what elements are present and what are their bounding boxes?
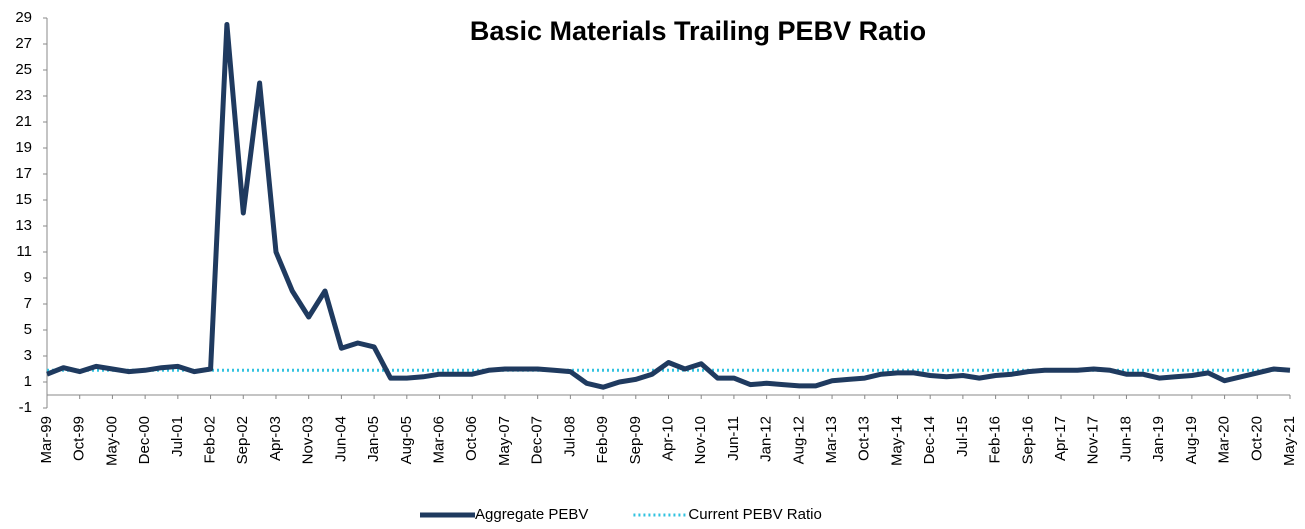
line-series (46, 22, 1291, 390)
x-tick-label: Sep-16 (1019, 416, 1036, 464)
x-tick-label: Oct-13 (856, 416, 873, 461)
y-tick-label: 15 (15, 191, 32, 208)
y-tick-label: 19 (15, 139, 32, 156)
y-tick-label: 7 (24, 295, 32, 312)
y-tick-label: 25 (15, 61, 32, 78)
x-tick-label: Dec-07 (529, 416, 546, 464)
y-tick-label: 23 (15, 87, 32, 104)
y-tick-label: 11 (16, 243, 32, 260)
x-tick-label: Apr-10 (659, 416, 676, 461)
legend-label: Aggregate PEBV (475, 506, 588, 523)
x-tick-label: Dec-00 (136, 416, 153, 464)
y-tick-label: 13 (15, 217, 32, 234)
x-tick-label: Jul-08 (561, 416, 578, 457)
x-tick-label: Jan-05 (365, 416, 382, 462)
x-tick-label: Jul-01 (169, 416, 186, 457)
x-tick-label: Feb-09 (594, 416, 611, 464)
x-tick-label: Aug-12 (790, 416, 807, 464)
x-tick-label: Mar-99 (38, 416, 55, 464)
x-tick-label: Nov-17 (1085, 416, 1102, 464)
legend-label: Current PEBV Ratio (688, 506, 821, 523)
y-tick-label: 5 (24, 321, 32, 338)
y-tick-label: 29 (15, 9, 32, 26)
x-tick-label: Jun-11 (725, 416, 742, 461)
y-tick-label: 1 (24, 373, 32, 390)
x-tick-label: Aug-19 (1183, 416, 1200, 464)
y-tick-label: 27 (15, 35, 32, 52)
x-tick-label: Feb-02 (202, 416, 219, 464)
x-tick-label: Dec-14 (921, 416, 938, 464)
chart-title: Basic Materials Trailing PEBV Ratio (470, 16, 926, 46)
x-tick-label: May-07 (496, 416, 513, 466)
x-tick-label: Mar-20 (1216, 416, 1233, 464)
x-tick-label: Apr-17 (1052, 416, 1069, 461)
x-tick-label: Nov-10 (692, 416, 709, 464)
x-tick-label: Nov-03 (300, 416, 317, 464)
x-tick-label: Oct-20 (1248, 416, 1265, 461)
x-tick-label: Sep-09 (627, 416, 644, 464)
x-tick-label: Feb-16 (987, 416, 1004, 464)
x-tick-label: Oct-06 (463, 416, 480, 461)
x-tick-label: Oct-99 (71, 416, 88, 461)
x-tick-label: Jun-18 (1117, 416, 1134, 462)
x-tick-label: Mar-13 (823, 416, 840, 464)
x-tick-label: Jun-04 (332, 416, 349, 462)
x-tick-label: Jan-19 (1150, 416, 1167, 462)
y-tick-label: 21 (15, 113, 32, 130)
x-tick-label: May-14 (888, 416, 905, 466)
x-tick-label: Jul-15 (954, 416, 971, 457)
y-tick-label: 17 (15, 165, 32, 182)
y-tick-label: 3 (24, 347, 32, 364)
y-tick-label: -1 (19, 399, 32, 416)
x-tick-label: Aug-05 (398, 416, 415, 464)
x-tick-label: Sep-02 (234, 416, 251, 464)
x-tick-label: May-00 (103, 416, 120, 466)
x-tick-label: Apr-03 (267, 416, 284, 461)
x-tick-label: May-21 (1281, 416, 1298, 466)
x-tick-label: Mar-06 (430, 416, 447, 464)
y-tick-label: 9 (24, 269, 32, 286)
x-tick-label: Jan-12 (758, 416, 775, 462)
